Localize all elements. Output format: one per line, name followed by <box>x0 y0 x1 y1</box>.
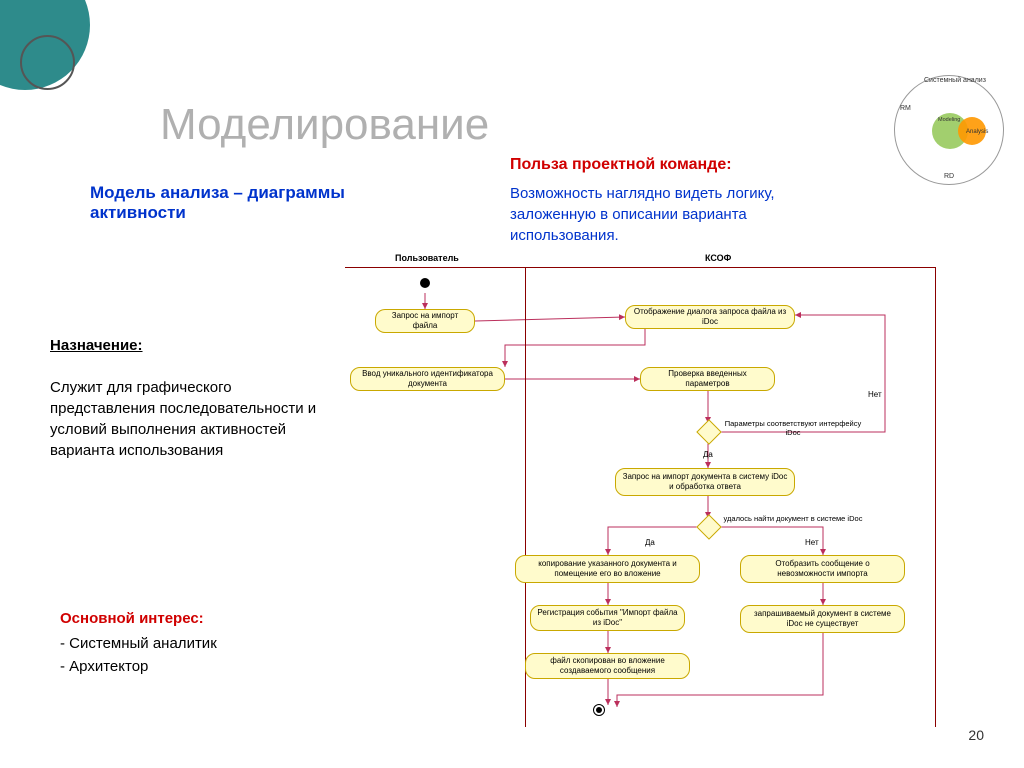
flow-node-n3: Ввод уникального идентификатора документ… <box>350 367 505 391</box>
flow-node-n1: Запрос на импорт файла <box>375 309 475 333</box>
swimlane-right <box>935 267 936 727</box>
purpose-title: Назначение: <box>50 337 143 354</box>
activity-diagram: Пользователь КСОФ Запрос на импорт файла От… <box>345 255 1005 735</box>
flow-decision-d1 <box>696 419 721 444</box>
edge-label-no: Нет <box>868 390 882 399</box>
radar-lbl-top: Системный анализ <box>924 77 986 84</box>
interest-title: Основной интерес: <box>60 610 310 627</box>
radar-lbl-right: Analysis <box>966 129 988 135</box>
purpose-text: Служит для графического представления по… <box>50 379 316 459</box>
swimlane-label: Пользователь <box>395 253 459 263</box>
flow-end <box>593 704 605 716</box>
flow-node-n2: Отображение диалога запроса файла из iDo… <box>625 305 795 329</box>
flow-node-n10: файл скопирован во вложение создаваемого… <box>525 653 690 679</box>
flow-decision-label: Параметры соответствуют интерфейсу iDoc <box>723 419 863 437</box>
interest-block: Основной интерес: - Системный аналитик -… <box>60 610 310 675</box>
swimlane-label: КСОФ <box>705 253 731 263</box>
flow-node-n7: Отобразить сообщение о невозможности имп… <box>740 555 905 583</box>
radar-lbl-center: Modeling <box>938 117 960 123</box>
benefit-title: Польза проектной команде: <box>510 156 732 174</box>
radar-lbl-bottom: RD <box>944 173 954 180</box>
purpose-block: Назначение: Служит для графического пред… <box>50 335 330 461</box>
edge-label-no: Нет <box>805 538 819 547</box>
flow-node-n8: Регистрация события "Импорт файла из iDo… <box>530 605 685 631</box>
benefit-text: Возможность наглядно видеть логику, зало… <box>510 183 840 246</box>
page-title: Моделирование <box>160 100 489 150</box>
flow-edge <box>475 317 625 321</box>
subtitle-model: Модель анализа – диаграммы активности <box>90 183 420 223</box>
edge-label-yes: Да <box>645 538 655 547</box>
interest-item-1: - Архитектор <box>60 658 310 675</box>
flow-decision-d2 <box>696 514 721 539</box>
radar-lbl-left: RM <box>900 105 911 112</box>
flow-decision-label: удалось найти документ в системе iDoc <box>723 514 863 523</box>
flow-edge <box>505 329 645 367</box>
flow-start <box>420 278 430 288</box>
flow-node-n5: Запрос на импорт документа в систему iDo… <box>615 468 795 496</box>
swimlane-top <box>345 267 935 268</box>
edge-label-yes: Да <box>703 450 713 459</box>
flow-node-n9: запрашиваемый документ в системе iDoc не… <box>740 605 905 633</box>
flow-node-n4: Проверка введенных параметров <box>640 367 775 391</box>
radar-diagram: Системный анализ RM Analysis Modeling RD <box>894 75 1004 195</box>
interest-item-0: - Системный аналитик <box>60 635 310 652</box>
flow-node-n6: копирование указанного документа и помещ… <box>515 555 700 583</box>
